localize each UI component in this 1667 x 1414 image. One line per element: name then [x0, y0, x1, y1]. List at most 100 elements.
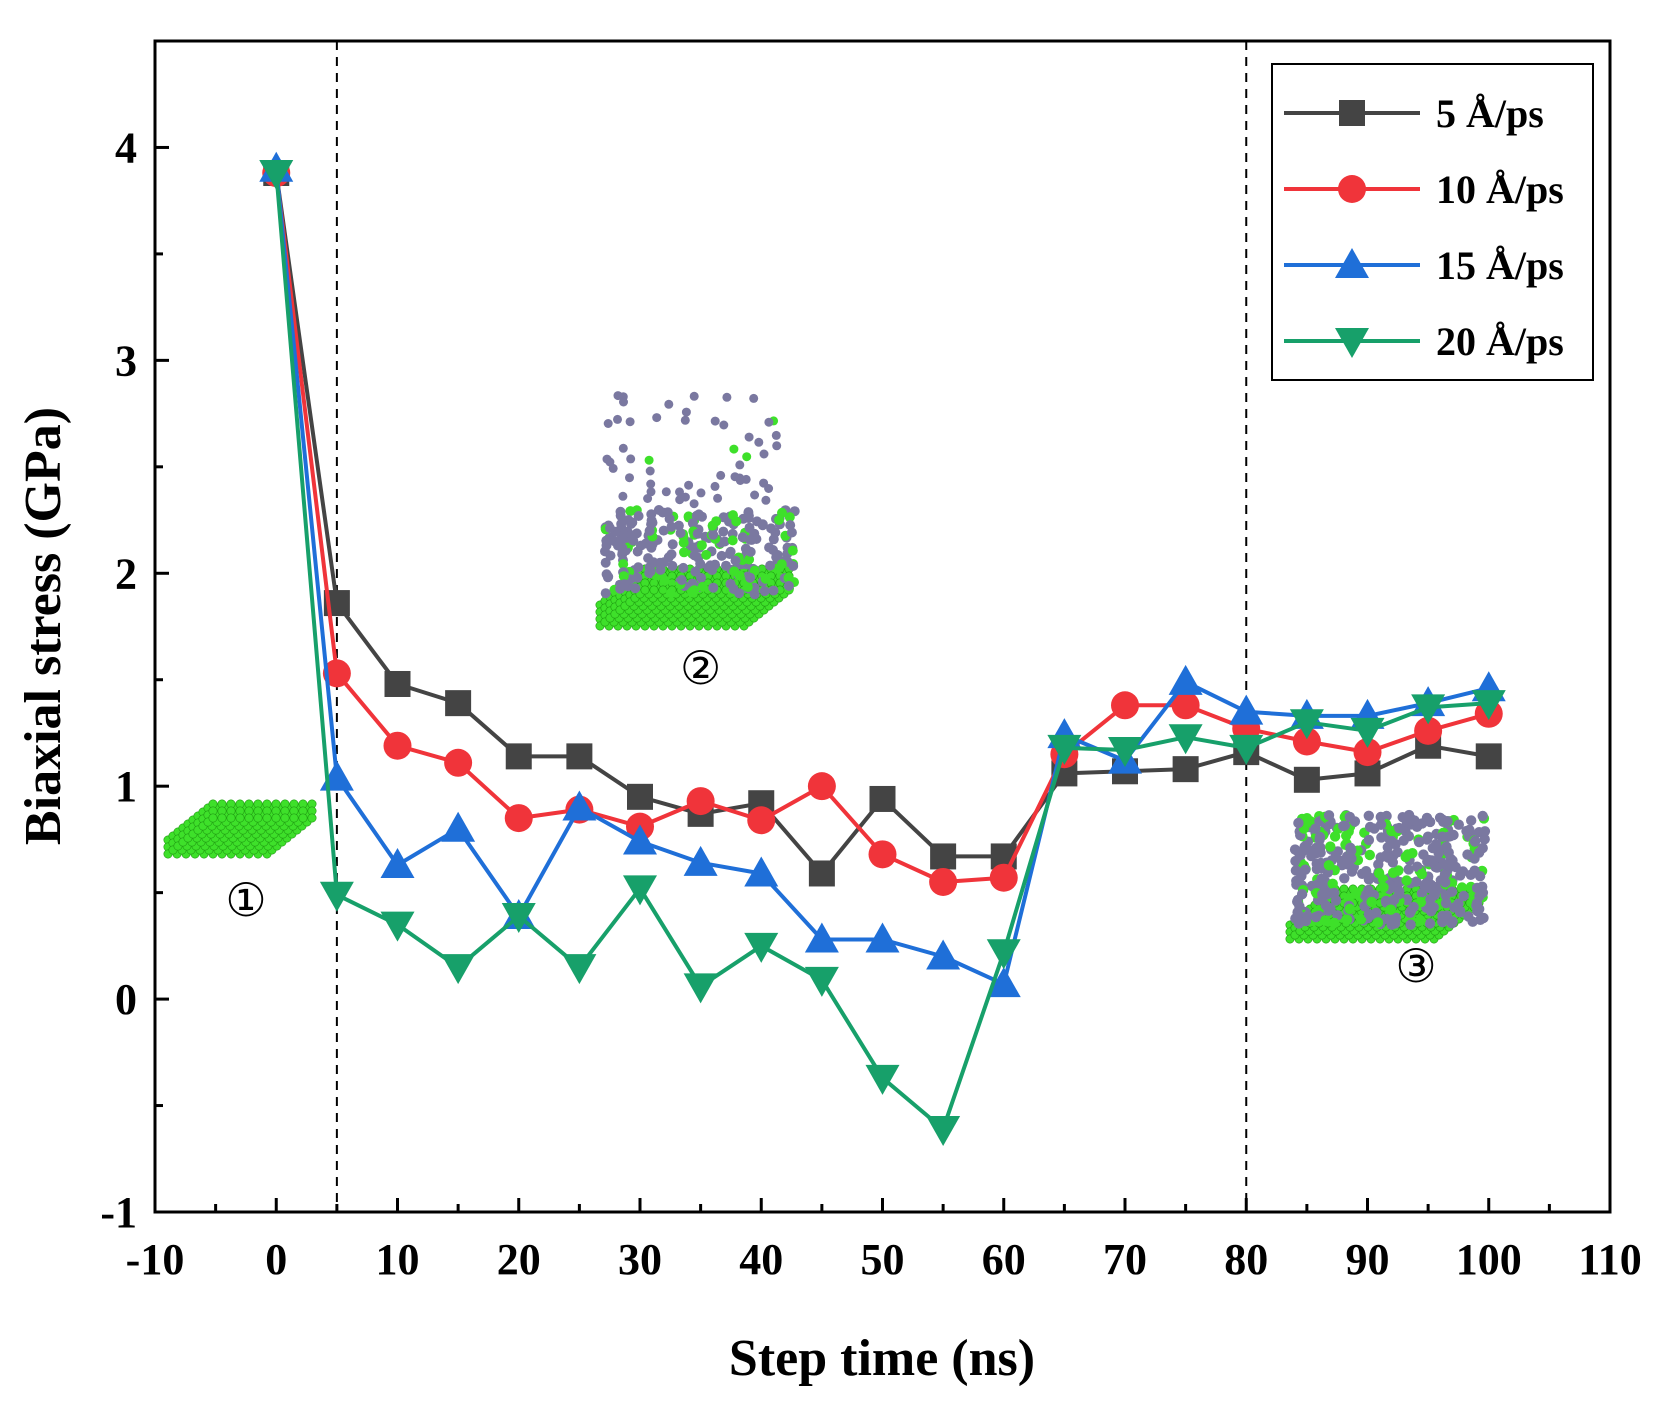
- atom: [226, 813, 236, 823]
- atom: [1475, 914, 1486, 925]
- triangle-up-marker: [865, 922, 900, 953]
- atom: [1477, 810, 1488, 822]
- snapshot-3-film: [1285, 809, 1491, 944]
- atom: [618, 571, 629, 582]
- atom: [1474, 891, 1485, 902]
- legend-label: 20 Å/ps: [1436, 319, 1564, 364]
- stage-label: ③: [1395, 941, 1436, 992]
- atom: [784, 512, 795, 523]
- atom: [640, 585, 650, 595]
- atom: [1469, 865, 1480, 876]
- y-tick-label: 0: [115, 975, 137, 1024]
- atom: [1330, 851, 1341, 862]
- atom: [783, 580, 794, 591]
- atom: [630, 583, 641, 594]
- square-marker: [930, 843, 957, 870]
- atom: [664, 399, 674, 409]
- atom: [1325, 841, 1336, 852]
- atom: [745, 534, 756, 545]
- atom: [675, 528, 686, 538]
- atom: [713, 493, 723, 503]
- x-tick-label: 60: [982, 1235, 1026, 1284]
- atom: [761, 495, 771, 505]
- circle-marker: [504, 804, 533, 833]
- atom: [613, 414, 622, 424]
- atom: [1398, 835, 1409, 846]
- atom: [785, 520, 796, 531]
- atom: [1413, 836, 1425, 848]
- atom: [1293, 817, 1304, 829]
- triangle-up-marker: [804, 922, 839, 953]
- atom: [646, 479, 656, 489]
- atom: [768, 585, 779, 596]
- triangle-down-marker: [501, 903, 536, 934]
- atom: [695, 558, 706, 569]
- atom: [600, 588, 611, 599]
- atom: [1424, 816, 1436, 828]
- atom: [721, 560, 731, 571]
- atom: [735, 476, 745, 485]
- triangle-down-marker: [1108, 736, 1142, 767]
- x-tick-label: 90: [1346, 1235, 1390, 1284]
- legend-item: 10 Å/ps: [1284, 167, 1564, 212]
- circle-marker: [686, 787, 715, 816]
- atomistic-snapshots: [163, 391, 1491, 944]
- atom: [1419, 880, 1430, 892]
- atom: [745, 546, 756, 557]
- atom: [678, 562, 689, 573]
- atom: [1453, 819, 1465, 830]
- triangle-down-marker: [1471, 690, 1506, 721]
- triangle-down-marker: [683, 973, 718, 1004]
- atom: [1463, 911, 1474, 922]
- atom: [1380, 895, 1392, 907]
- atom: [742, 452, 752, 462]
- triangle-down-marker: [562, 954, 597, 985]
- atom: [1424, 918, 1436, 929]
- atom: [1327, 878, 1338, 889]
- legend-item: 15 Å/ps: [1284, 243, 1564, 288]
- circle-marker: [1292, 727, 1321, 756]
- atom: [1315, 847, 1326, 858]
- atom: [1346, 853, 1357, 864]
- atom: [217, 813, 227, 823]
- triangle-up-marker: [1335, 248, 1369, 278]
- atom: [645, 566, 656, 577]
- atom: [718, 526, 729, 537]
- atom: [1363, 874, 1375, 885]
- atom: [1290, 913, 1301, 924]
- legend-label: 15 Å/ps: [1436, 243, 1564, 288]
- triangle-down-marker: [1335, 328, 1369, 358]
- atom: [774, 515, 784, 525]
- x-tick-label: 50: [861, 1235, 905, 1284]
- atom: [1344, 811, 1356, 823]
- atom: [280, 813, 290, 823]
- atom: [1372, 917, 1384, 928]
- y-tick-label: 3: [115, 336, 137, 385]
- series-layer: [259, 151, 1506, 1146]
- atom: [745, 572, 756, 583]
- atom: [1346, 866, 1358, 877]
- atom: [1300, 915, 1312, 927]
- atom: [1438, 859, 1449, 870]
- atom: [719, 536, 730, 547]
- atom: [262, 813, 272, 823]
- circle-marker: [1338, 175, 1366, 203]
- atom: [645, 466, 655, 476]
- atom: [1401, 875, 1412, 886]
- square-marker: [1339, 100, 1365, 126]
- triangle-down-marker: [1047, 734, 1082, 765]
- square-marker: [1172, 756, 1199, 783]
- atom: [1299, 841, 1310, 852]
- legend-label: 10 Å/ps: [1436, 167, 1564, 212]
- atom: [689, 391, 699, 401]
- atom: [643, 494, 653, 503]
- atom: [772, 441, 782, 451]
- atom: [696, 488, 706, 498]
- atom: [664, 513, 675, 524]
- atom: [1404, 907, 1416, 918]
- atom: [271, 813, 281, 823]
- atom: [1363, 810, 1375, 821]
- atom: [1405, 919, 1416, 930]
- legend-items: 5 Å/ps 10 Å/ps 15 Å/ps 20 Å/ps: [1284, 91, 1564, 364]
- atom: [661, 487, 671, 497]
